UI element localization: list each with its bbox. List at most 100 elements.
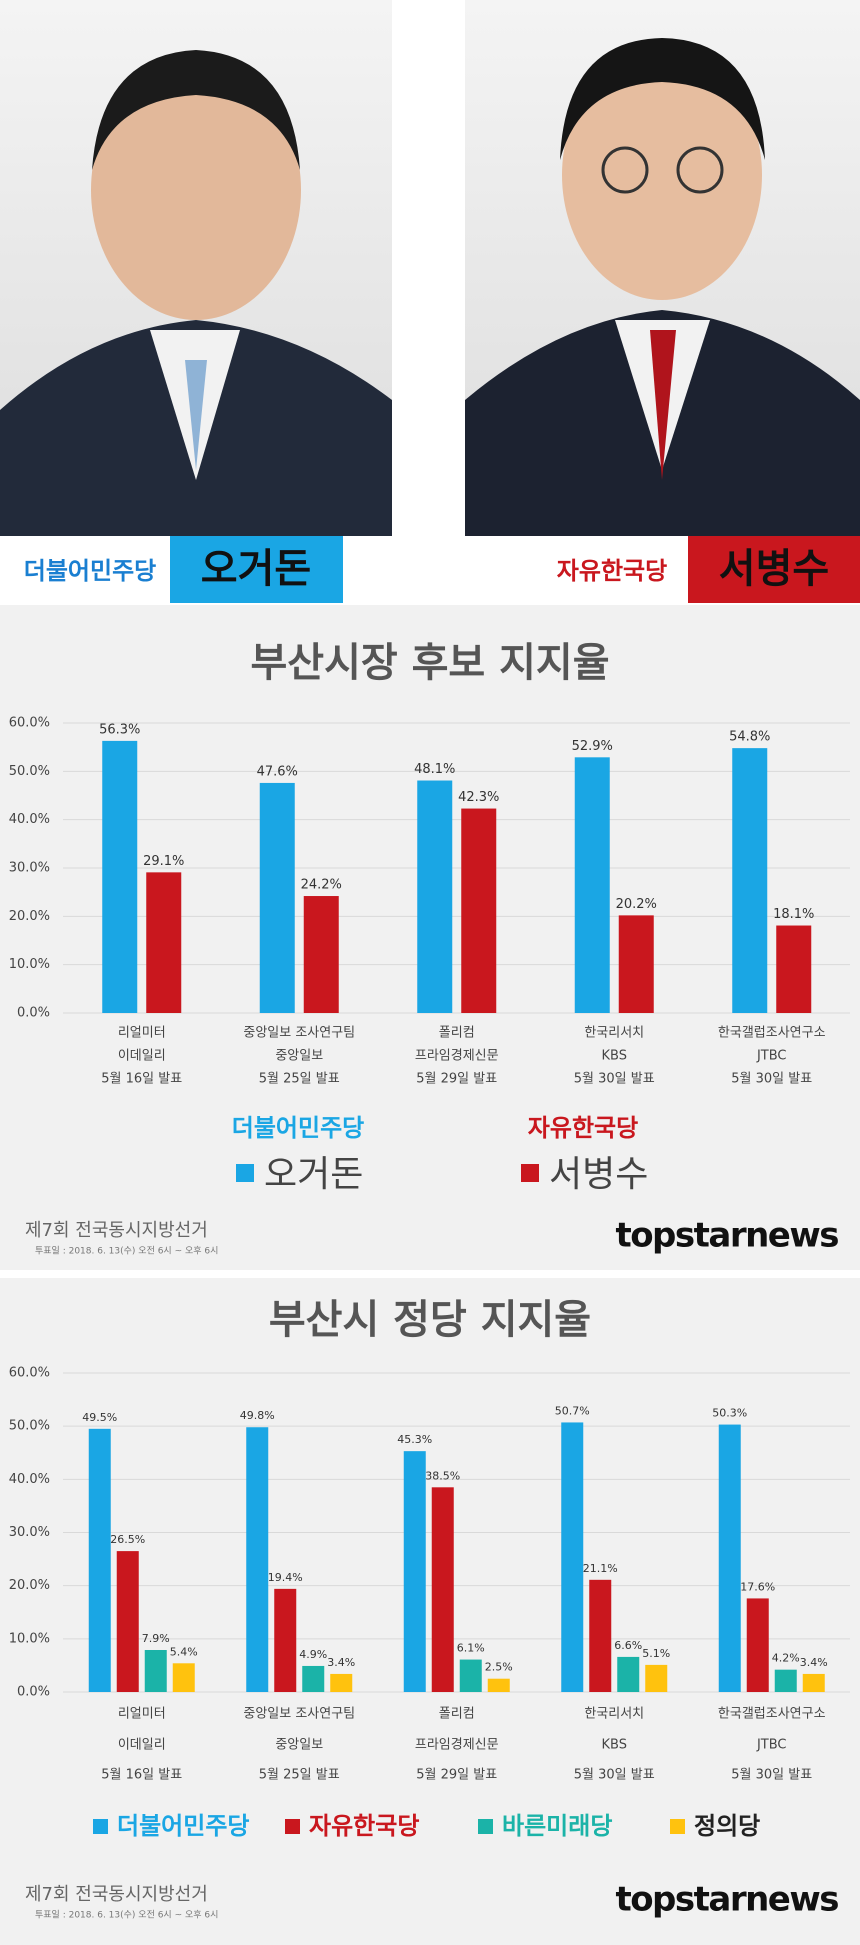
value-label: 49.5%	[82, 1411, 117, 1424]
footer-election: 제7회 전국동시지방선거	[25, 1220, 208, 1241]
legend-label: 정의당	[694, 1812, 760, 1840]
bar	[172, 1663, 195, 1692]
legend-label: 오거돈	[264, 1154, 363, 1195]
bar	[274, 1588, 297, 1692]
footer-date: 투표일 : 2018. 6. 13(수) 오전 6시 ~ 오후 6시	[35, 1246, 218, 1257]
legend-party: 자유한국당	[528, 1114, 638, 1142]
x-tick-label: 5월 30일 발표	[731, 1072, 812, 1087]
photo-right	[465, 0, 860, 536]
photo-left	[0, 0, 392, 536]
x-tick-label: 이데일리	[118, 1738, 166, 1753]
x-tick-label: 중앙일보	[275, 1049, 323, 1064]
value-label: 49.8%	[240, 1409, 275, 1422]
x-tick-label: 한국리서치	[584, 1707, 644, 1722]
legend-swatch	[236, 1164, 254, 1182]
value-label: 18.1%	[773, 907, 814, 922]
value-label: 48.1%	[414, 762, 455, 777]
name-box	[688, 536, 860, 603]
footer-date: 투표일 : 2018. 6. 13(수) 오전 6시 ~ 오후 6시	[35, 1910, 218, 1921]
bar	[330, 1673, 353, 1692]
value-label: 54.8%	[729, 730, 770, 745]
value-label: 50.7%	[555, 1404, 590, 1417]
bar	[589, 1579, 612, 1692]
x-tick-label: 한국갤럽조사연구소	[718, 1026, 826, 1041]
candidate-name: 서병수	[719, 546, 829, 592]
x-tick-label: 중앙일보 조사연구팀	[243, 1707, 355, 1722]
legend-label: 서병수	[549, 1154, 648, 1195]
bar	[461, 808, 497, 1013]
x-tick-label: 프라임경제신문	[415, 1049, 499, 1064]
panel	[0, 1278, 860, 1945]
value-label: 5.4%	[170, 1645, 198, 1658]
x-tick-label: JTBC	[756, 1049, 787, 1064]
y-tick-label: 40.0%	[9, 812, 50, 827]
x-tick-label: 리얼미터	[118, 1026, 166, 1041]
bar	[431, 1487, 454, 1692]
legend-swatch	[93, 1819, 108, 1834]
x-tick-label: 5월 30일 발표	[731, 1768, 812, 1783]
value-label: 20.2%	[616, 897, 657, 912]
x-tick-label: 리얼미터	[118, 1707, 166, 1722]
chart-title: 부산시 정당 지지율	[269, 1297, 591, 1343]
legend-party: 더불어민주당	[232, 1114, 364, 1142]
x-tick-label: 이데일리	[118, 1049, 166, 1064]
footer-brand: topstarnews	[615, 1880, 838, 1920]
bar	[403, 1451, 426, 1692]
legend-swatch	[285, 1819, 300, 1834]
value-label: 38.5%	[425, 1469, 460, 1482]
legend-swatch	[521, 1164, 539, 1182]
legend-label: 더불어민주당	[117, 1812, 249, 1840]
value-label: 47.6%	[257, 764, 298, 779]
x-tick-label: 중앙일보	[275, 1738, 323, 1753]
x-tick-label: 중앙일보 조사연구팀	[243, 1026, 355, 1041]
legend-swatch	[670, 1819, 685, 1834]
party-label: 더불어민주당	[24, 557, 156, 585]
bar	[574, 757, 610, 1013]
value-label: 17.6%	[740, 1580, 775, 1593]
value-label: 24.2%	[301, 878, 342, 893]
bar	[617, 1656, 640, 1692]
legend-label: 바른미래당	[502, 1812, 612, 1840]
bar	[302, 1665, 325, 1692]
y-tick-label: 30.0%	[9, 1525, 50, 1540]
x-tick-label: 5월 29일 발표	[416, 1768, 497, 1783]
y-tick-label: 10.0%	[9, 957, 50, 972]
x-tick-label: 5월 16일 발표	[101, 1072, 182, 1087]
x-tick-label: 5월 29일 발표	[416, 1072, 497, 1087]
y-tick-label: 20.0%	[9, 1578, 50, 1593]
bar	[618, 915, 654, 1013]
x-tick-label: 5월 30일 발표	[574, 1072, 655, 1087]
x-tick-label: 폴리컴	[439, 1707, 475, 1722]
bar	[732, 748, 768, 1013]
bar	[144, 1649, 167, 1692]
y-tick-label: 10.0%	[9, 1631, 50, 1646]
bar	[774, 1669, 797, 1692]
x-tick-label: 한국갤럽조사연구소	[718, 1707, 826, 1722]
bar	[802, 1673, 825, 1692]
value-label: 3.4%	[327, 1656, 355, 1669]
x-tick-label: 5월 30일 발표	[574, 1768, 655, 1783]
value-label: 3.4%	[800, 1656, 828, 1669]
bar	[487, 1678, 510, 1692]
chart-title: 부산시장 후보 지지율	[250, 640, 609, 686]
value-label: 6.1%	[457, 1642, 485, 1655]
bar	[776, 925, 812, 1013]
bar	[561, 1422, 584, 1692]
bar	[746, 1598, 769, 1692]
value-label: 6.6%	[614, 1639, 642, 1652]
bar	[246, 1427, 269, 1692]
value-label: 45.3%	[397, 1433, 432, 1446]
x-tick-label: 5월 25일 발표	[259, 1072, 340, 1087]
y-tick-label: 0.0%	[17, 1685, 50, 1700]
x-tick-label: KBS	[602, 1738, 627, 1753]
x-tick-label: 5월 16일 발표	[101, 1768, 182, 1783]
bar	[146, 872, 182, 1013]
value-label: 29.1%	[143, 854, 184, 869]
value-label: 52.9%	[572, 739, 613, 754]
footer-brand: topstarnews	[615, 1216, 838, 1256]
value-label: 4.2%	[772, 1652, 800, 1665]
footer-election: 제7회 전국동시지방선거	[25, 1884, 208, 1905]
y-tick-label: 30.0%	[9, 861, 50, 876]
x-tick-label: 한국리서치	[584, 1026, 644, 1041]
value-label: 2.5%	[485, 1661, 513, 1674]
